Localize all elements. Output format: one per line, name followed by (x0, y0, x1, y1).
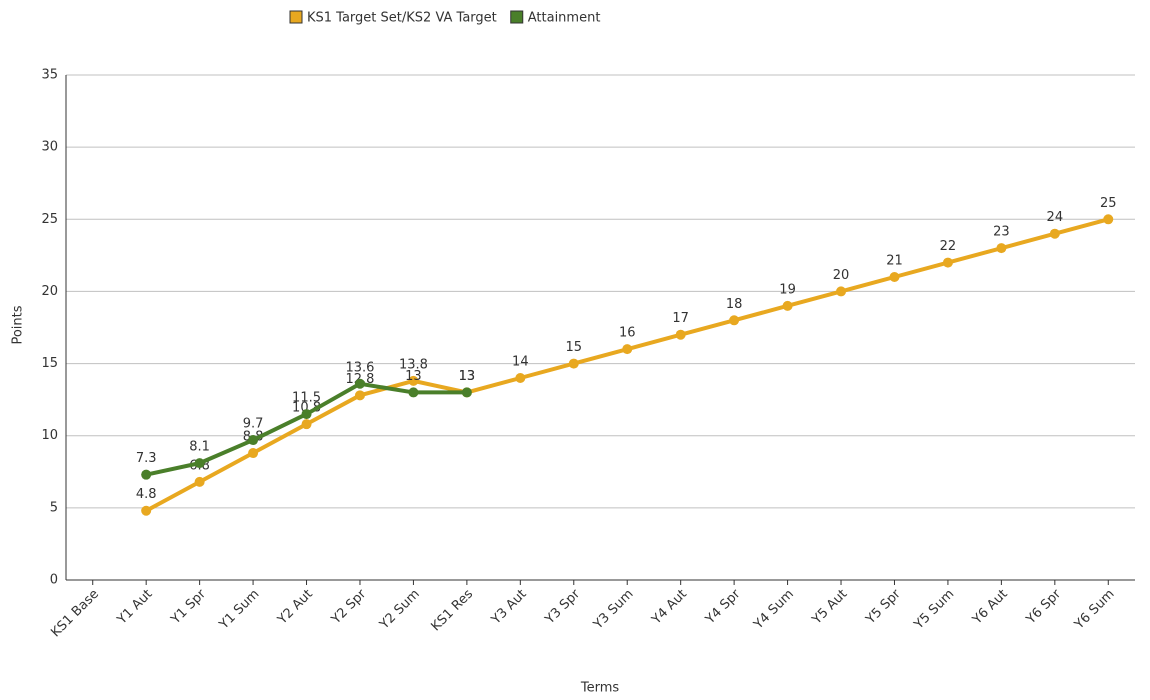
data-label: 4.8 (136, 487, 157, 502)
data-label: 21 (886, 254, 903, 269)
x-tick-label: Y2 Aut (274, 587, 315, 628)
x-tick-label: KS1 Res (429, 587, 477, 635)
x-tick-label: Y6 Sum (1071, 587, 1117, 633)
x-tick-label: Y3 Aut (488, 587, 529, 628)
data-label: 22 (940, 239, 957, 254)
data-label: 14 (512, 355, 529, 370)
data-point (1049, 228, 1060, 239)
data-label: 9.7 (243, 417, 264, 432)
legend-swatch (289, 10, 303, 24)
data-label: 24 (1047, 210, 1064, 225)
x-tick-label: Y2 Spr (328, 586, 370, 628)
y-tick-label: 30 (41, 140, 58, 155)
data-point (354, 378, 365, 389)
data-point (515, 373, 526, 383)
x-tick-label: Y5 Sum (911, 587, 957, 633)
data-point (461, 387, 472, 398)
data-point (836, 286, 847, 297)
data-point (996, 243, 1007, 254)
x-tick-label: Y5 Aut (809, 587, 850, 628)
data-point (408, 375, 419, 386)
data-label: 15 (566, 340, 583, 355)
data-point (354, 390, 365, 401)
x-tick-label: Y3 Sum (590, 587, 636, 633)
x-tick-label: Y5 Spr (863, 586, 905, 628)
x-tick-label: Y6 Aut (969, 587, 1010, 628)
data-point (301, 419, 312, 430)
data-label: 13.6 (345, 360, 374, 375)
y-tick-label: 0 (50, 573, 58, 588)
series-line (145, 217, 1109, 513)
data-label: 25 (1100, 196, 1117, 211)
data-point (942, 257, 953, 268)
data-label: 7.3 (136, 451, 157, 466)
data-label: 19 (779, 282, 796, 297)
data-label: 16 (619, 326, 636, 341)
y-tick-label: 5 (50, 500, 58, 515)
data-label: 18 (726, 297, 743, 312)
data-label: 23 (993, 225, 1010, 240)
y-tick-label: 35 (41, 68, 58, 83)
data-label: 11.5 (292, 391, 321, 406)
data-label: 17 (672, 311, 689, 326)
data-point (194, 476, 205, 487)
data-point (568, 358, 579, 369)
data-point (622, 344, 633, 355)
data-label: 8.1 (189, 440, 210, 455)
data-point (408, 387, 419, 398)
data-point (141, 469, 152, 480)
y-tick-label: 25 (41, 212, 58, 227)
data-point (675, 329, 686, 340)
data-point (248, 448, 259, 459)
y-tick-label: 20 (41, 284, 58, 299)
x-tick-label: Y1 Sum (216, 587, 262, 633)
data-point (194, 458, 205, 469)
data-point (729, 315, 740, 326)
x-tick-label: Y3 Spr (542, 586, 584, 628)
x-tick-label: Y6 Spr (1023, 586, 1065, 628)
data-point (782, 300, 793, 311)
data-point (301, 409, 312, 420)
legend-label: Attainment (528, 11, 601, 26)
data-label: 13 (459, 369, 476, 384)
data-point (1103, 214, 1114, 225)
legend-swatch (510, 10, 524, 24)
data-label: 13.8 (399, 357, 428, 372)
data-point (141, 505, 152, 516)
data-point (248, 435, 259, 446)
x-tick-label: Y4 Spr (702, 586, 744, 628)
data-label: 13 (459, 369, 476, 384)
x-tick-label: KS1 Base (48, 587, 102, 641)
data-point (889, 272, 900, 282)
legend-label: KS1 Target Set/KS2 VA Target (307, 11, 497, 26)
x-tick-label: Y2 Sum (376, 587, 422, 633)
y-tick-label: 10 (41, 428, 58, 443)
x-tick-label: Y4 Sum (751, 587, 797, 633)
y-tick-label: 15 (41, 356, 58, 371)
data-label: 20 (833, 268, 850, 283)
x-tick-label: Y4 Aut (649, 587, 690, 628)
y-axis-label: Points (11, 305, 26, 344)
x-tick-label: Y1 Aut (114, 587, 155, 628)
x-axis-label: Terms (580, 681, 620, 696)
x-tick-label: Y1 Spr (168, 586, 210, 628)
data-label: 13 (405, 369, 422, 384)
